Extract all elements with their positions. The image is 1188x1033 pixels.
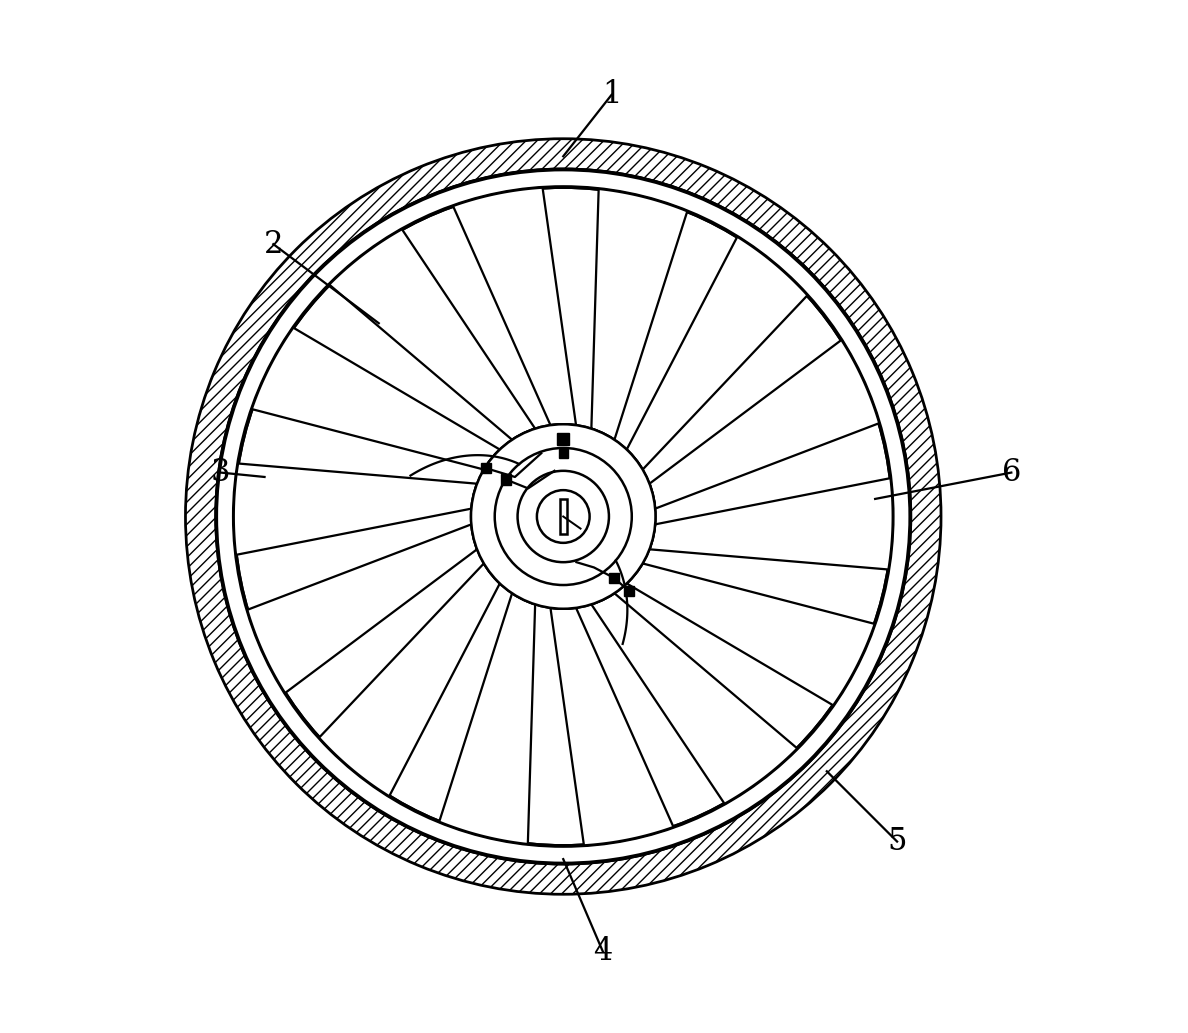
Bar <box>557 433 569 445</box>
Polygon shape <box>627 237 808 470</box>
Bar <box>609 572 619 584</box>
Bar <box>481 463 491 473</box>
Polygon shape <box>592 189 688 440</box>
Bar <box>558 449 568 458</box>
Polygon shape <box>440 593 535 844</box>
Bar <box>501 474 511 484</box>
Polygon shape <box>234 464 478 555</box>
Text: 6: 6 <box>1001 457 1020 488</box>
Polygon shape <box>320 563 500 796</box>
Polygon shape <box>453 188 576 426</box>
Polygon shape <box>252 327 500 470</box>
Text: 4: 4 <box>593 936 612 967</box>
Polygon shape <box>550 607 674 845</box>
Bar <box>624 586 634 596</box>
Text: 3: 3 <box>210 457 230 488</box>
Text: 1: 1 <box>602 80 621 111</box>
Text: 5: 5 <box>887 826 906 857</box>
Polygon shape <box>329 229 535 440</box>
Circle shape <box>537 490 589 543</box>
Bar <box>560 499 567 534</box>
Polygon shape <box>650 478 892 569</box>
Polygon shape <box>247 525 478 693</box>
Polygon shape <box>592 593 797 804</box>
Polygon shape <box>650 340 879 508</box>
Text: 2: 2 <box>264 228 283 259</box>
Circle shape <box>537 490 589 543</box>
Circle shape <box>470 425 656 608</box>
Polygon shape <box>627 563 874 706</box>
